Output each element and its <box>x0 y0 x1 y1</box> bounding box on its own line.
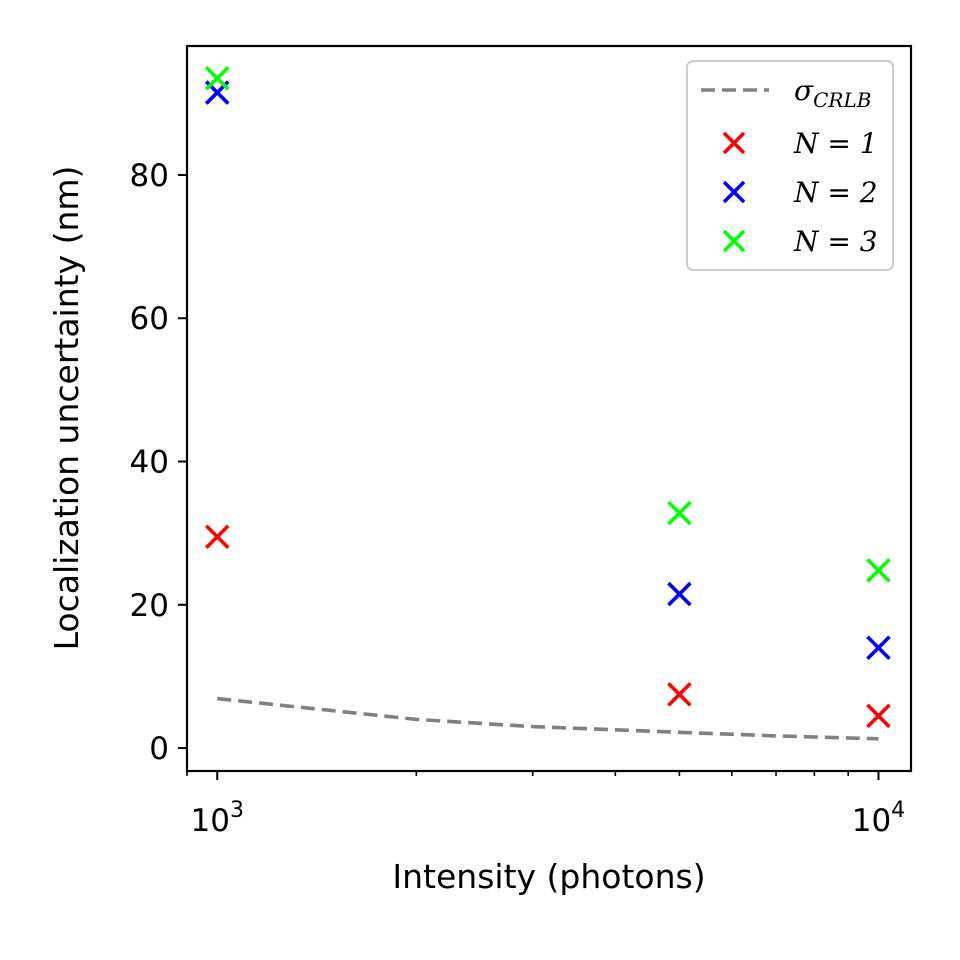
data-point-marker <box>866 558 891 583</box>
axes-frame <box>185 44 913 773</box>
legend-marker <box>722 131 746 155</box>
x-axis-label: Intensity (photons) <box>392 857 705 896</box>
data-point-marker <box>667 500 692 526</box>
legend-label: N = 2 <box>793 176 878 209</box>
y-tick-label: 40 <box>130 445 169 481</box>
y-tick-label: 80 <box>130 158 169 194</box>
data-point-marker <box>204 524 230 550</box>
y-tick-label: 60 <box>130 301 169 337</box>
data-point-marker <box>204 65 230 91</box>
y-tick-label: 20 <box>130 588 169 624</box>
plot-area <box>204 65 891 741</box>
legend-label: N = 3 <box>793 225 878 258</box>
legend-marker <box>722 180 746 204</box>
crlb-curve <box>217 696 879 741</box>
legend-marker <box>722 229 746 253</box>
data-point-marker <box>667 682 692 707</box>
series-1 <box>204 524 891 729</box>
y-axis-label: Localization uncertainty (nm) <box>47 166 86 651</box>
y-tick-label: 0 <box>149 731 169 767</box>
y-axis: 0 20 40 60 80 <box>130 158 187 767</box>
legend-box <box>686 60 894 271</box>
data-point-marker <box>866 703 891 729</box>
legend-label: N = 1 <box>793 127 878 160</box>
series-3 <box>204 65 891 583</box>
data-point-marker <box>667 581 692 607</box>
data-point-marker <box>866 635 891 661</box>
